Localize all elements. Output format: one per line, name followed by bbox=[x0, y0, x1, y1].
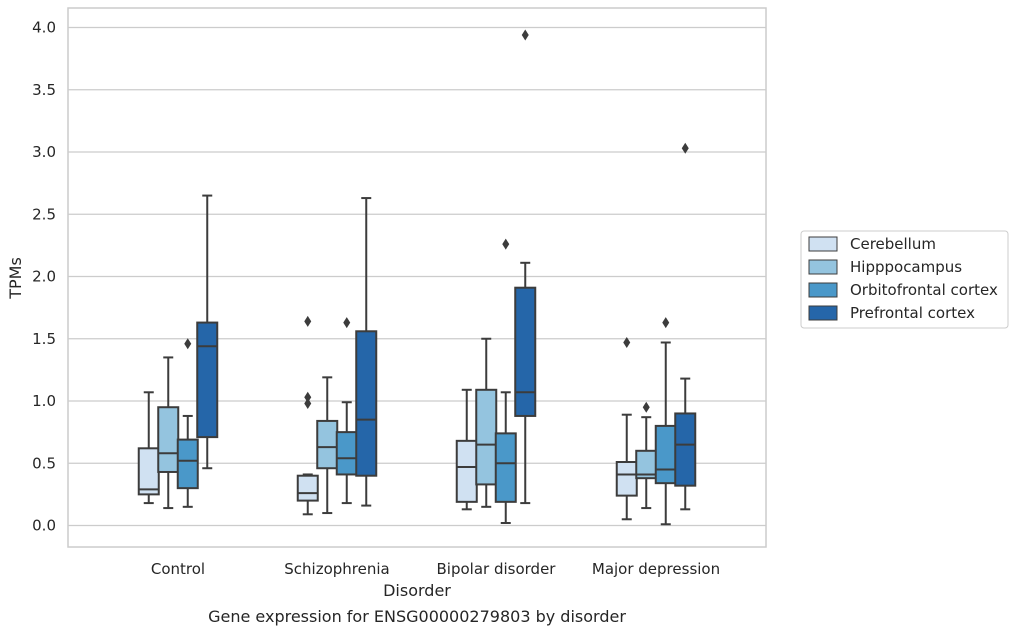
x-tick-label: Control bbox=[151, 560, 205, 578]
boxplot-prefrontal-cortex bbox=[355, 197, 378, 507]
legend-label: Hipppocampus bbox=[850, 258, 962, 276]
y-tick-label: 1.5 bbox=[32, 330, 56, 348]
boxplot-cerebellum bbox=[296, 315, 319, 516]
outlier-point bbox=[304, 315, 312, 327]
boxplot-orbitofrontal-cortex bbox=[494, 238, 517, 525]
boxplots bbox=[137, 29, 697, 526]
box bbox=[615, 461, 638, 497]
outlier-point bbox=[304, 397, 312, 409]
outlier-point bbox=[502, 238, 510, 250]
y-tick-label: 2.5 bbox=[32, 205, 56, 223]
y-tick-label: 4.0 bbox=[32, 19, 56, 37]
legend-label: Prefrontal cortex bbox=[850, 304, 975, 322]
y-tick-label: 0.0 bbox=[32, 517, 56, 535]
boxplot-hipppocampus bbox=[635, 401, 658, 510]
box bbox=[455, 439, 478, 503]
legend-label: Cerebellum bbox=[850, 235, 936, 253]
y-tick-label: 3.0 bbox=[32, 143, 56, 161]
boxplot-prefrontal-cortex bbox=[674, 142, 697, 511]
outlier-point bbox=[521, 29, 529, 41]
legend-swatch bbox=[808, 236, 838, 252]
plot-frame bbox=[67, 7, 767, 548]
box bbox=[137, 447, 160, 496]
legend-swatch bbox=[808, 259, 838, 275]
boxplot-cerebellum bbox=[455, 388, 478, 511]
boxplot-hipppocampus bbox=[316, 376, 339, 515]
outlier-point bbox=[623, 336, 631, 348]
x-tick-labels: Control Schizophrenia Bipolar disorder Majo… bbox=[151, 560, 720, 578]
outlier-point bbox=[184, 338, 192, 350]
boxplot-prefrontal-cortex bbox=[514, 29, 537, 505]
outlier-point bbox=[642, 401, 650, 413]
legend-label: Orbitofrontal cortex bbox=[850, 281, 998, 299]
box bbox=[296, 474, 319, 502]
box bbox=[176, 438, 199, 490]
y-axis-label: TPMs bbox=[6, 257, 25, 300]
box bbox=[654, 424, 677, 485]
x-tick-label: Schizophrenia bbox=[284, 560, 389, 578]
outlier-point bbox=[681, 142, 689, 154]
y-tick-label: 0.5 bbox=[32, 454, 56, 472]
x-tick-label: Major depression bbox=[592, 560, 720, 578]
boxplot-cerebellum bbox=[615, 336, 638, 521]
legend-swatch bbox=[808, 305, 838, 321]
box bbox=[316, 419, 339, 470]
boxplot-prefrontal-cortex bbox=[196, 194, 219, 470]
box bbox=[514, 286, 537, 417]
legend-frame bbox=[800, 230, 1009, 329]
boxplot-orbitofrontal-cortex bbox=[335, 317, 358, 505]
outlier-point bbox=[662, 317, 670, 329]
outlier-point bbox=[304, 391, 312, 403]
y-tick-label: 2.0 bbox=[32, 268, 56, 286]
chart-caption: Gene expression for ENSG00000279803 by d… bbox=[208, 607, 626, 626]
boxplot-orbitofrontal-cortex bbox=[176, 338, 199, 508]
box bbox=[157, 406, 180, 473]
y-tick-labels: 0.0 0.5 1.0 1.5 2.0 2.5 3.0 3.5 4.0 bbox=[32, 19, 56, 535]
y-tick-label: 1.0 bbox=[32, 392, 56, 410]
box bbox=[475, 388, 498, 486]
box bbox=[355, 330, 378, 477]
box bbox=[494, 432, 517, 503]
boxplot-orbitofrontal-cortex bbox=[654, 317, 677, 526]
box bbox=[674, 412, 697, 487]
boxplot-hipppocampus bbox=[475, 337, 498, 508]
outlier-point bbox=[343, 317, 351, 329]
box bbox=[196, 321, 219, 439]
y-tick-label: 3.5 bbox=[32, 81, 56, 99]
legend: Cerebellum Hipppocampus Orbitofrontal cort… bbox=[800, 230, 1009, 329]
x-tick-label: Bipolar disorder bbox=[437, 560, 557, 578]
legend-swatch bbox=[808, 282, 838, 298]
boxplot-hipppocampus bbox=[157, 356, 180, 510]
box bbox=[335, 431, 358, 476]
boxplot-cerebellum bbox=[137, 391, 160, 505]
x-axis-label: Disorder bbox=[383, 581, 451, 600]
